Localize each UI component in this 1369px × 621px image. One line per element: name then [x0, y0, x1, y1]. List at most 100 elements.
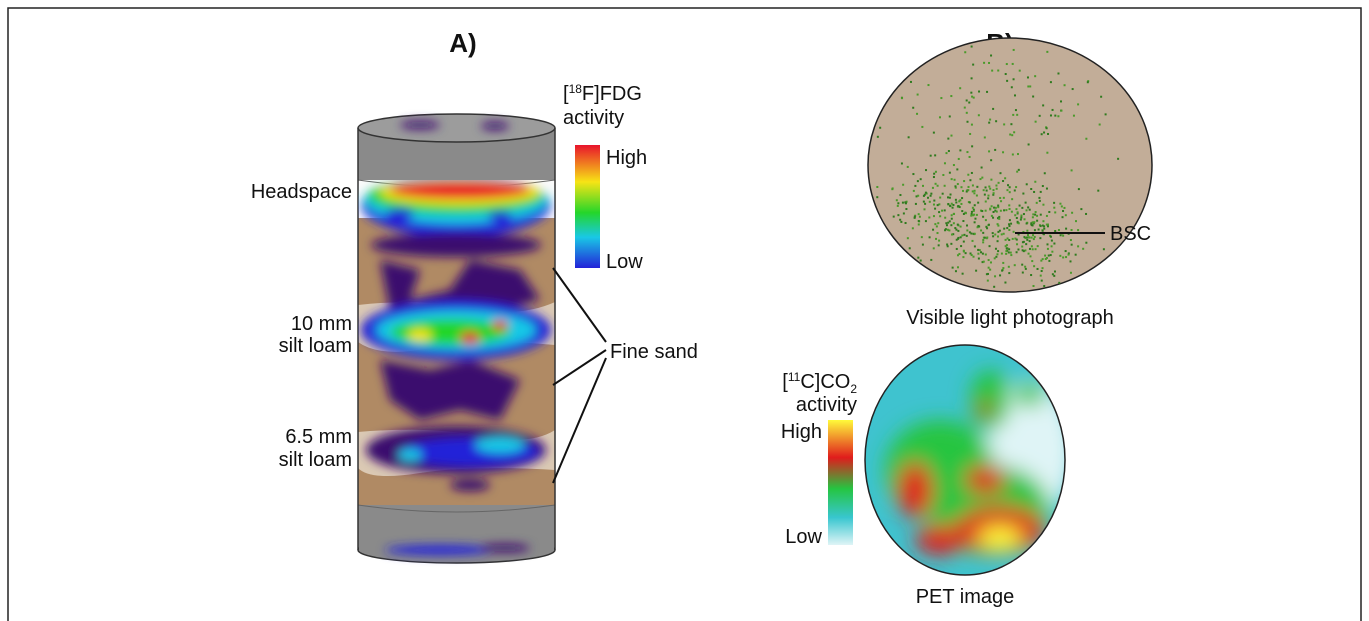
dot	[879, 127, 881, 129]
dot	[954, 179, 956, 181]
dot	[960, 245, 962, 247]
dot	[896, 199, 898, 201]
dot	[958, 158, 960, 160]
dot	[1026, 183, 1028, 185]
dot	[1008, 204, 1010, 206]
dot	[999, 274, 1001, 276]
dot	[916, 113, 918, 115]
dot	[1042, 220, 1044, 222]
dot	[1001, 253, 1003, 255]
dot	[959, 149, 961, 151]
dot	[957, 183, 959, 185]
dot	[972, 190, 974, 192]
dot	[950, 224, 952, 226]
dot	[1071, 229, 1073, 231]
layer-label: silt loam	[279, 335, 352, 357]
dot	[985, 210, 987, 212]
dot	[1077, 229, 1079, 231]
dot	[992, 108, 994, 110]
dot	[984, 194, 986, 196]
dot	[996, 253, 998, 255]
dot	[1016, 239, 1018, 241]
dot	[905, 208, 907, 210]
dot	[971, 124, 973, 126]
dot	[1044, 255, 1046, 257]
dot	[1039, 115, 1041, 117]
dot	[1042, 185, 1044, 187]
dot	[945, 222, 947, 224]
dot	[902, 184, 904, 186]
dot	[920, 178, 922, 180]
dot	[1014, 214, 1016, 216]
dot	[962, 220, 964, 222]
dot	[1043, 228, 1045, 230]
dot	[1050, 236, 1052, 238]
dot	[912, 107, 914, 109]
dot	[992, 217, 994, 219]
dot	[990, 55, 992, 57]
dot	[1046, 127, 1048, 129]
dot	[959, 87, 961, 89]
dot	[1075, 254, 1077, 256]
dot	[1057, 72, 1059, 74]
dot	[1029, 255, 1031, 257]
dot	[1010, 252, 1012, 254]
dot	[962, 256, 964, 258]
dot	[939, 197, 941, 199]
dot	[1048, 255, 1050, 257]
dot	[908, 136, 910, 138]
dot	[1105, 113, 1107, 115]
dot	[960, 226, 962, 228]
dot	[919, 216, 921, 218]
dot	[1061, 205, 1063, 207]
dot	[1040, 191, 1042, 193]
dot	[1032, 234, 1034, 236]
dot	[938, 240, 940, 242]
colorbar-title: activity	[563, 107, 624, 129]
dot	[929, 201, 931, 203]
dot	[1069, 260, 1071, 262]
dot	[1003, 209, 1005, 211]
dot	[921, 126, 923, 128]
dot	[1065, 256, 1067, 258]
dot	[998, 182, 1000, 184]
dot	[988, 186, 990, 188]
figure: A) [18F]FDG activity High Low Headspace …	[0, 0, 1369, 621]
dot	[1032, 96, 1034, 98]
dot	[994, 149, 996, 151]
dot	[1003, 123, 1005, 125]
dot	[905, 222, 907, 224]
dot	[988, 267, 990, 269]
dot	[977, 202, 979, 204]
dot	[988, 224, 990, 226]
dot	[955, 270, 957, 272]
colorbar-high: High	[781, 421, 822, 443]
dot	[952, 207, 954, 209]
dot	[1062, 210, 1064, 212]
dot	[987, 197, 989, 199]
dot	[924, 203, 926, 205]
dot	[1087, 81, 1089, 83]
dot	[966, 151, 968, 153]
dot	[971, 172, 973, 174]
dot	[1071, 244, 1073, 246]
dot	[1001, 270, 1003, 272]
dot	[1027, 234, 1029, 236]
dot	[1017, 221, 1019, 223]
dot	[959, 199, 961, 201]
dot	[982, 239, 984, 241]
dot	[982, 216, 984, 218]
dot	[1047, 225, 1049, 227]
dot	[1062, 216, 1064, 218]
dot	[978, 114, 980, 116]
dot	[1051, 251, 1053, 253]
dot	[1034, 75, 1036, 77]
dot	[1048, 260, 1050, 262]
dot	[947, 196, 949, 198]
dot	[957, 205, 959, 207]
dot	[990, 261, 992, 263]
dot	[1004, 177, 1006, 179]
dot	[928, 216, 930, 218]
dot	[1054, 271, 1056, 273]
dot	[938, 211, 940, 213]
